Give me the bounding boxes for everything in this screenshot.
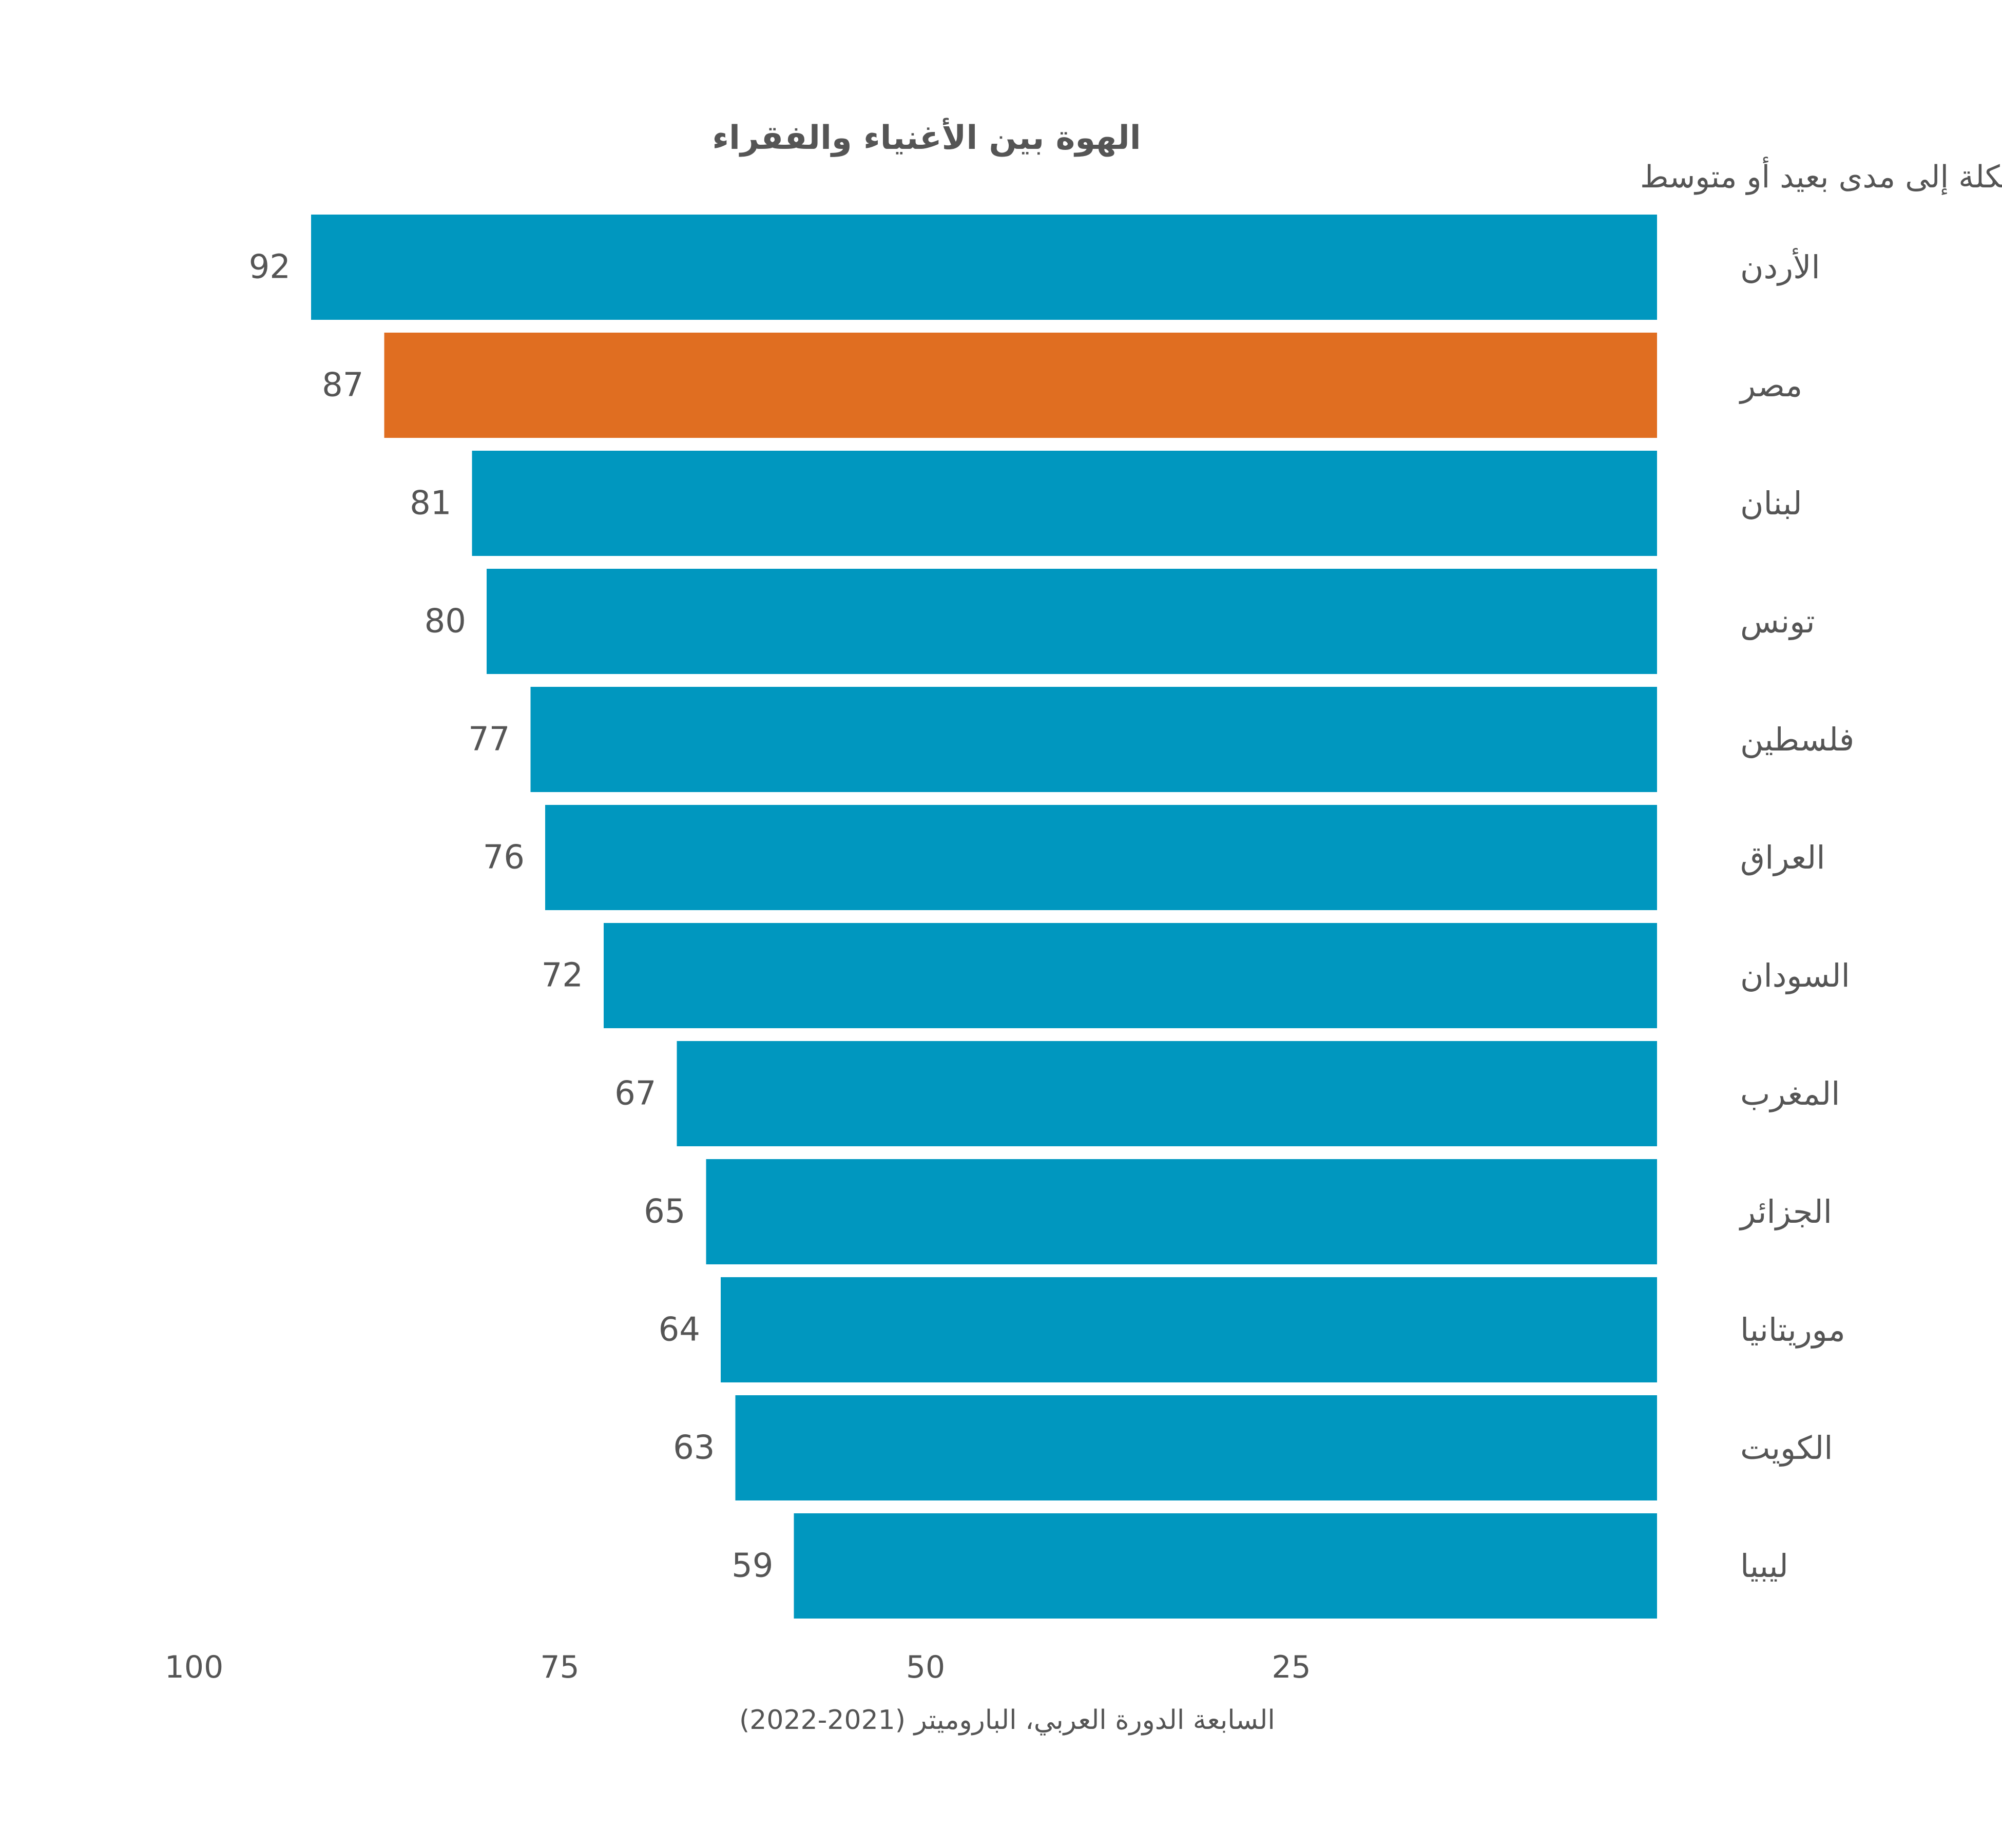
category-label: مصر: [1739, 367, 1802, 404]
value-label: 64: [659, 1311, 700, 1349]
value-label: 63: [673, 1429, 715, 1467]
category-label: الكويت: [1740, 1429, 1833, 1467]
chart-subtitle: % من يقولون إن الهوة بين الأغنياء والفقر…: [1640, 157, 2002, 195]
category-label: فلسطين: [1740, 721, 1854, 758]
value-labels-group: 92 87 81 80 77 76 72 67 65 64 63 59: [249, 248, 774, 1585]
bar: [530, 687, 1657, 792]
x-tick-label: 75: [540, 1649, 579, 1685]
source-note: السابعة الدورة العربي، الباروميتر (2021-…: [739, 1705, 1275, 1736]
value-label: 76: [483, 839, 525, 877]
bar: [311, 215, 1657, 320]
bar: [794, 1513, 1657, 1619]
x-tick-label: 50: [906, 1649, 945, 1685]
x-tick-label: 100: [165, 1649, 224, 1685]
bar: [735, 1395, 1657, 1500]
category-label: موريتانيا: [1740, 1311, 1845, 1349]
value-label: 87: [322, 367, 363, 405]
chart-title: الهوة بين الأغنياء والفقراء: [712, 118, 1141, 157]
value-label: 67: [614, 1075, 656, 1113]
bar: [721, 1277, 1657, 1382]
bar: [604, 923, 1657, 1028]
bars-group: [311, 215, 1657, 1619]
value-label: 65: [644, 1193, 685, 1231]
category-label: الجزائر: [1739, 1193, 1832, 1230]
value-label: 92: [249, 248, 291, 286]
category-label: ليبيا: [1740, 1547, 1788, 1585]
category-label: المغرب: [1740, 1075, 1840, 1112]
bar: [706, 1159, 1657, 1264]
category-label: تونس: [1740, 603, 1815, 640]
bar: [472, 451, 1657, 556]
value-label: 77: [468, 721, 510, 759]
category-label: السودان: [1740, 957, 1850, 994]
category-label: الأردن: [1740, 247, 1820, 286]
value-label: 72: [542, 957, 583, 995]
bar: [487, 569, 1657, 674]
value-label: 80: [425, 603, 466, 641]
category-labels-group: الأردن مصر لبنان تونس فلسطين العراق السودان الم…: [1739, 247, 1854, 1585]
value-label: 81: [410, 485, 451, 523]
x-tick-label: 25: [1272, 1649, 1311, 1685]
bar: [545, 805, 1657, 910]
bar: [384, 333, 1657, 438]
x-axis-ticks: 100 75 50 25: [165, 1649, 1311, 1685]
category-label: العراق: [1740, 839, 1825, 876]
bar: [677, 1041, 1657, 1146]
value-label: 59: [732, 1547, 773, 1585]
category-label: لبنان: [1740, 485, 1802, 522]
